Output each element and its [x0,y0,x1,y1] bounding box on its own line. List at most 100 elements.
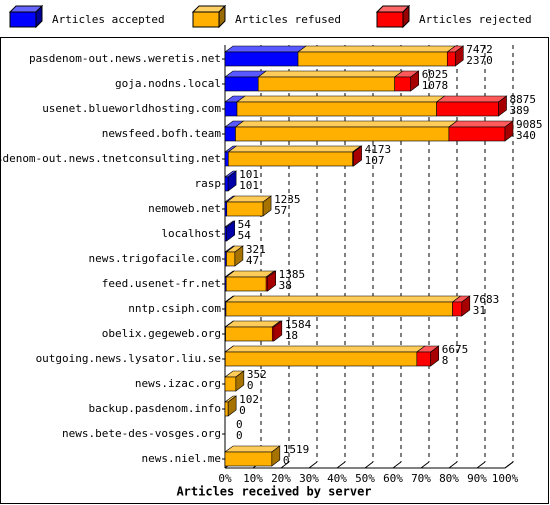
accepted-label: 0 [236,429,243,442]
bar-segment [225,421,233,427]
legend-swatch [192,11,220,28]
y-tick-label: news.trigofacile.com [89,252,222,265]
x-tick [280,461,290,469]
bar-side [353,145,362,167]
bar-front [226,251,236,267]
bar-front [297,51,448,67]
accepted-label: 38 [279,279,292,292]
x-tick [504,461,514,469]
bar-front [257,76,395,92]
x-tick [392,461,402,469]
accepted-label: 54 [238,229,252,242]
bar-top [224,320,282,328]
accepted-label: 1078 [422,79,449,92]
y-tick-label: backup.pasdenom.info [89,402,221,415]
y-tick-label: outgoing.news.lysator.liu.se [36,352,221,365]
bar-front [225,301,453,317]
bar-front [224,451,273,467]
bar-side [234,245,244,267]
bar-segment [225,421,233,427]
y-tick-label: pasdenom-out.news.tnetconsulting.net [0,152,221,165]
bar-top [448,120,514,128]
bar-segment [234,120,458,142]
legend-swatch-side [35,4,43,29]
x-tick-label: 80% [439,472,459,485]
bar-front [224,376,237,392]
bar-segment [236,95,446,117]
x-tick [336,461,346,469]
x-tick [420,461,430,469]
bar-segment [225,295,462,317]
bar-front [236,101,437,117]
accepted-label: 340 [516,129,536,142]
total-label: 1519 [283,443,310,456]
bar-front [436,101,499,117]
legend-label: Articles accepted [52,13,165,26]
legend-swatch-side [402,4,410,29]
bar-front [394,76,411,92]
total-label: 4173 [365,143,392,156]
x-tick-label: 90% [467,472,487,485]
total-label: 1385 [279,268,306,281]
accepted-label: 101 [239,179,259,192]
accepted-label: 0 [283,454,290,467]
total-label: 352 [247,368,267,381]
bar-segment [225,421,233,427]
x-tick-label: 20% [271,472,291,485]
bar-top [224,45,307,53]
total-label: 321 [246,243,266,256]
bar-front [452,301,463,317]
y-tick-label: rasp [195,177,222,190]
bar-side [430,345,440,367]
total-label: 7472 [466,43,493,56]
accepted-label: 18 [285,329,298,342]
x-tick-label: 100% [492,472,519,485]
y-tick-label: news.bete-des-vosges.org [62,427,221,440]
bar-segment [297,45,457,67]
y-tick-label: news.niel.me [142,452,221,465]
legend-swatch [9,11,37,28]
bar-side [410,70,419,92]
bar-segment [448,120,514,142]
x-tick-label: 70% [411,472,431,485]
total-label: 102 [239,393,259,406]
bar-front [416,351,432,367]
bar-front [224,76,259,92]
accepted-label: 47 [246,254,259,267]
bar-side [226,220,235,242]
bar-top [297,45,457,53]
bar-top [225,421,233,427]
x-tick-label: 50% [355,472,375,485]
bar-top [225,421,233,427]
x-tick [308,461,318,469]
x-tick-label: 10% [243,472,263,485]
total-label: 6675 [442,343,469,356]
bar-segment [227,145,362,167]
y-tick-label: feed.usenet-fr.net [102,277,221,290]
legend-swatch-side [218,4,226,29]
bar-front [224,401,229,417]
bar-side [267,270,276,292]
bar-front [448,126,506,142]
x-tick-label: 0% [218,472,232,485]
y-tick-label: pasdenom-out.news.weretis.net [29,52,221,65]
bar-segment [435,95,508,117]
bar-top [257,70,404,78]
plot-frame [0,37,549,504]
bar-top [224,345,426,353]
bar-side [273,320,283,342]
bar-top [225,421,233,427]
total-label: 6025 [422,68,449,81]
bar-side [504,120,514,142]
total-label: 9085 [516,118,543,131]
bar-top [225,295,462,303]
bar-side [271,445,281,467]
bar-front [446,51,456,67]
bar-top [227,145,362,153]
accepted-label: 8 [442,354,449,367]
y-tick-label: nntp.csiph.com [128,302,221,315]
bar-side [498,95,507,117]
total-label: 8875 [510,93,537,106]
